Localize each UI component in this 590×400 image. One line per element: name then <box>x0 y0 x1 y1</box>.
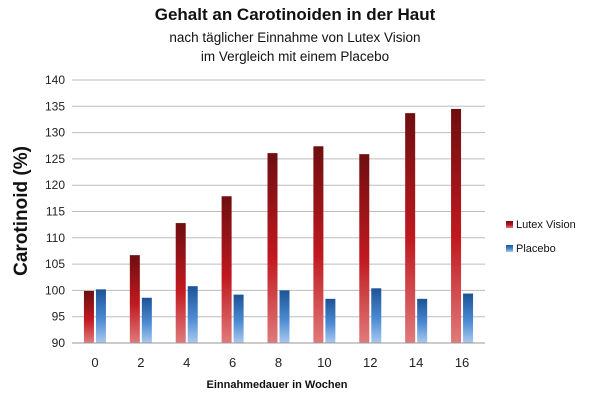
bar-placebo <box>325 298 336 343</box>
y-tick-label: 100 <box>45 283 65 297</box>
bars <box>83 108 474 344</box>
y-axis-label: Carotinoid (%) <box>11 146 32 276</box>
x-tick-label: 0 <box>91 355 98 370</box>
y-tick-label: 115 <box>46 205 65 219</box>
bar-lutex-vision <box>129 255 140 343</box>
y-tick-label: 105 <box>45 257 65 271</box>
bar-lutex-vision <box>175 223 186 343</box>
x-tick-label: 12 <box>363 355 377 370</box>
x-tick-label: 6 <box>229 355 236 370</box>
bar-placebo <box>233 294 244 343</box>
bar-lutex-vision <box>83 290 94 343</box>
bar-placebo <box>141 297 152 343</box>
y-tick-label: 130 <box>45 126 65 140</box>
gridlines <box>72 79 485 344</box>
x-tick-label: 14 <box>409 355 423 370</box>
chart-subtitle-line-1: nach täglicher Einnahme von Lutex Vision <box>169 30 420 45</box>
bar-lutex-vision <box>359 154 370 343</box>
bar-lutex-vision <box>221 196 232 343</box>
y-tick-label: 140 <box>45 73 65 87</box>
bar-placebo <box>371 288 382 343</box>
legend-swatch <box>506 221 513 228</box>
x-tick-label: 10 <box>317 355 331 370</box>
y-axis-ticks: 90 95 100 105 110 115 120 125 130 135 140 <box>45 73 65 350</box>
bar-lutex-vision <box>405 113 416 343</box>
x-tick-label: 2 <box>137 355 144 370</box>
y-tick-label: 110 <box>46 231 65 245</box>
y-tick-label: 125 <box>45 152 65 166</box>
chart-subtitle-line-2: im Vergleich mit einem Placebo <box>201 49 389 64</box>
bar-placebo <box>187 286 198 343</box>
y-tick-label: 120 <box>45 178 65 192</box>
bar-placebo <box>279 290 290 343</box>
legend: Lutex Vision Placebo <box>506 219 576 255</box>
x-axis-label: Einnahmedauer in Wochen <box>207 379 348 391</box>
bar-lutex-vision <box>313 146 324 343</box>
bar-placebo <box>463 293 474 343</box>
y-tick-label: 135 <box>45 99 65 113</box>
bar-lutex-vision <box>267 153 278 343</box>
y-tick-label: 90 <box>52 336 66 350</box>
x-tick-label: 4 <box>183 355 190 370</box>
legend-label: Placebo <box>516 243 556 255</box>
bar-lutex-vision <box>451 108 462 344</box>
x-tick-label: 16 <box>455 355 469 370</box>
x-axis-ticks: 0 2 4 6 8 10 12 14 16 <box>91 355 469 370</box>
y-tick-label: 95 <box>52 310 66 324</box>
chart-title: Gehalt an Carotinoiden in der Haut <box>155 5 436 24</box>
x-tick-label: 8 <box>275 355 282 370</box>
bar-placebo <box>95 289 106 343</box>
legend-swatch <box>506 245 513 252</box>
bar-placebo <box>417 298 428 343</box>
legend-label: Lutex Vision <box>516 219 576 231</box>
